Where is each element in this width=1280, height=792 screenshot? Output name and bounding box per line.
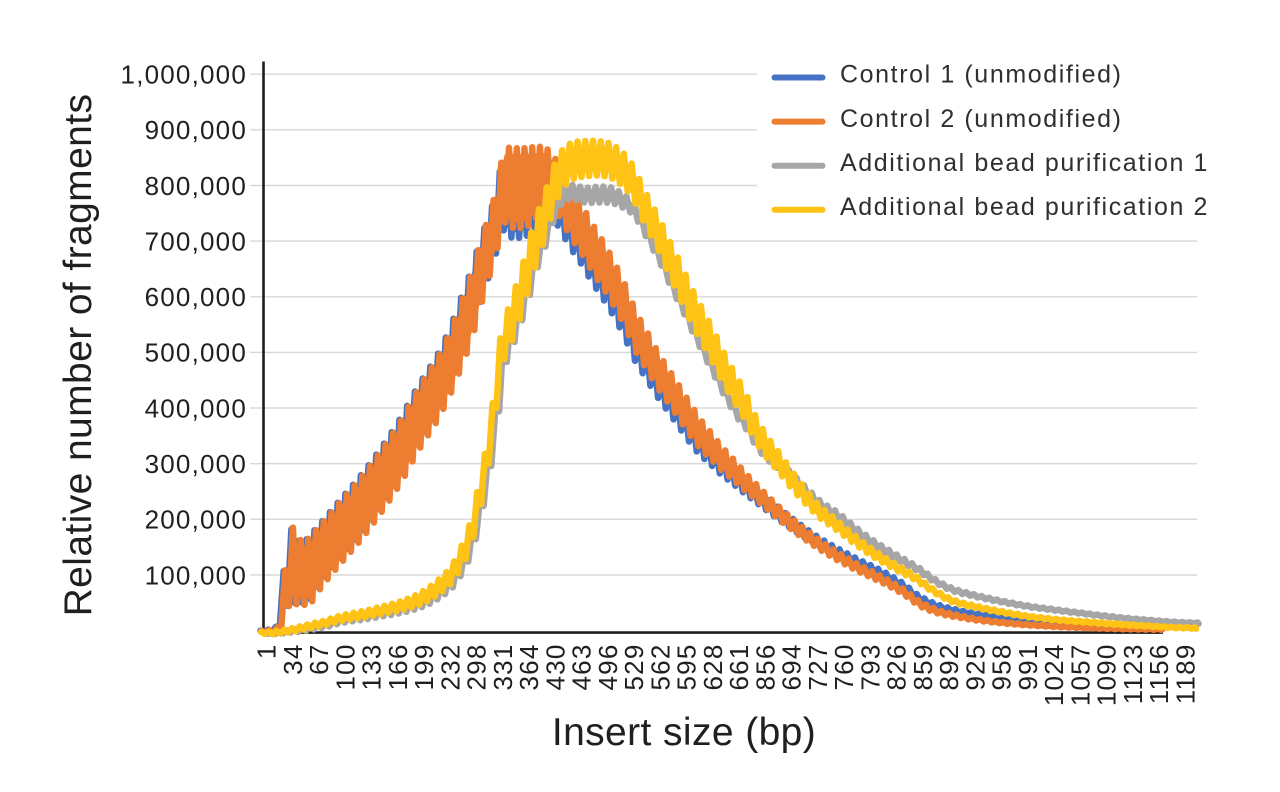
svg-text:991: 991: [1013, 644, 1043, 691]
svg-text:Additional bead purification 2: Additional bead purification 2: [840, 193, 1209, 221]
svg-text:1: 1: [252, 644, 282, 660]
svg-text:600,000: 600,000: [145, 282, 247, 312]
svg-text:200,000: 200,000: [145, 505, 247, 535]
svg-text:298: 298: [462, 644, 492, 691]
svg-text:826: 826: [882, 644, 912, 691]
svg-text:133: 133: [357, 644, 387, 691]
svg-text:300,000: 300,000: [145, 449, 247, 479]
svg-text:1024: 1024: [1039, 644, 1069, 707]
svg-text:500,000: 500,000: [145, 338, 247, 368]
svg-text:232: 232: [435, 644, 465, 691]
svg-text:800,000: 800,000: [145, 171, 247, 201]
svg-text:166: 166: [383, 644, 413, 691]
svg-text:892: 892: [934, 644, 964, 691]
svg-text:Relative number of fragments: Relative number of fragments: [57, 94, 100, 617]
svg-text:400,000: 400,000: [145, 393, 247, 423]
svg-text:1156: 1156: [1144, 644, 1174, 705]
svg-text:1090: 1090: [1092, 644, 1122, 707]
svg-text:Control 1 (unmodified): Control 1 (unmodified): [840, 61, 1123, 89]
svg-text:Insert size (bp): Insert size (bp): [552, 711, 816, 754]
svg-text:661: 661: [724, 644, 754, 691]
svg-text:925: 925: [960, 644, 990, 691]
svg-text:100: 100: [330, 644, 360, 691]
svg-text:67: 67: [304, 644, 334, 675]
svg-text:900,000: 900,000: [145, 115, 247, 145]
svg-text:856: 856: [750, 644, 780, 691]
svg-text:1189: 1189: [1170, 644, 1200, 705]
svg-text:700,000: 700,000: [145, 226, 247, 256]
svg-text:1123: 1123: [1118, 644, 1148, 705]
svg-text:859: 859: [908, 644, 938, 691]
svg-text:694: 694: [777, 644, 807, 691]
svg-text:628: 628: [698, 644, 728, 691]
svg-text:529: 529: [619, 644, 649, 691]
svg-text:496: 496: [593, 644, 623, 691]
svg-text:727: 727: [803, 644, 833, 691]
svg-text:463: 463: [567, 644, 597, 691]
svg-text:199: 199: [409, 644, 439, 691]
svg-text:958: 958: [987, 644, 1017, 691]
svg-text:760: 760: [829, 644, 859, 691]
svg-text:1,000,000: 1,000,000: [121, 60, 247, 90]
svg-text:331: 331: [488, 644, 518, 691]
svg-text:430: 430: [540, 644, 570, 691]
svg-text:100,000: 100,000: [145, 560, 247, 590]
svg-text:793: 793: [855, 644, 885, 691]
svg-text:364: 364: [514, 644, 544, 691]
svg-text:1057: 1057: [1065, 644, 1095, 707]
svg-text:595: 595: [672, 644, 702, 691]
svg-text:562: 562: [645, 644, 675, 691]
svg-text:Additional bead purification 1: Additional bead purification 1: [840, 149, 1209, 177]
svg-text:34: 34: [278, 644, 308, 675]
svg-text:Control 2 (unmodified): Control 2 (unmodified): [840, 105, 1123, 133]
